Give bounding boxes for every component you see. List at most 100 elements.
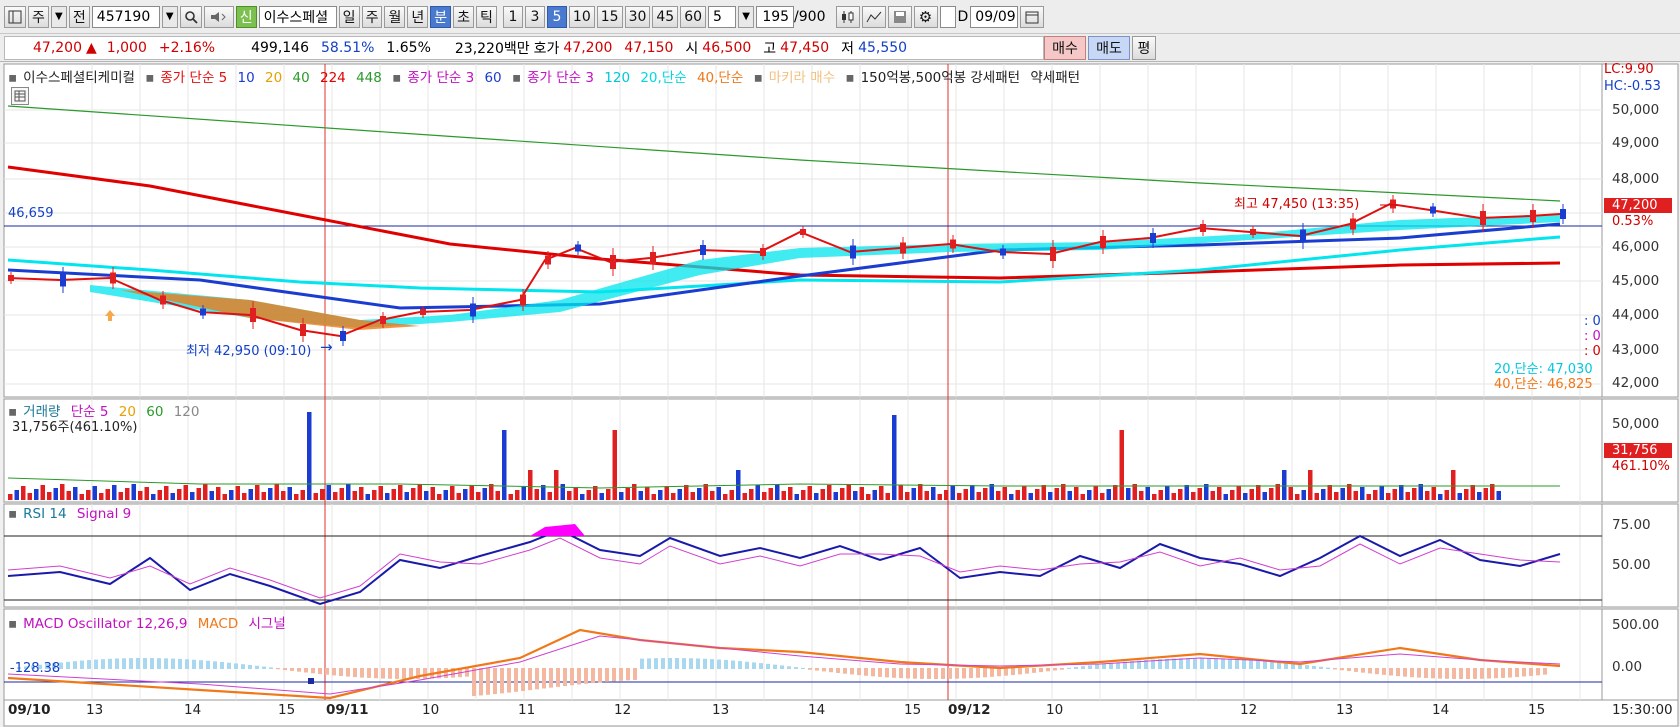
volume-bar bbox=[144, 487, 149, 500]
period-select[interactable]: 주 bbox=[28, 5, 49, 28]
grid-toggle-icon[interactable] bbox=[11, 87, 29, 105]
trade-amount: 23,220백만 bbox=[454, 40, 530, 57]
candle-body bbox=[900, 242, 906, 254]
calendar-icon[interactable] bbox=[1020, 5, 1045, 28]
line-chart-icon[interactable] bbox=[861, 5, 886, 28]
date-input[interactable]: 09/09 bbox=[970, 5, 1019, 28]
x-label: 12 bbox=[614, 702, 632, 718]
volume-bar bbox=[762, 492, 767, 500]
interval-input[interactable]: 5 bbox=[708, 5, 737, 28]
volume-bar bbox=[1126, 488, 1131, 500]
volume-bar bbox=[807, 486, 812, 500]
volume-bar bbox=[1464, 489, 1469, 500]
search-icon[interactable] bbox=[179, 5, 202, 28]
macd-bar bbox=[598, 668, 602, 683]
d-checkbox[interactable] bbox=[939, 5, 956, 28]
macd-bar bbox=[101, 659, 105, 669]
macd-bar bbox=[276, 668, 280, 670]
volume-bar bbox=[638, 491, 643, 500]
macd-bar bbox=[864, 668, 868, 676]
period-second[interactable]: 초 bbox=[453, 5, 475, 28]
volume-bar bbox=[209, 491, 214, 500]
macd-bar bbox=[1284, 662, 1288, 669]
period-month[interactable]: 월 bbox=[384, 5, 406, 28]
macd-bar bbox=[1466, 668, 1470, 679]
macd-bar bbox=[619, 668, 623, 681]
y-label: 44,000 bbox=[1612, 307, 1660, 323]
count-input[interactable]: 195 bbox=[756, 5, 795, 28]
macd-bar bbox=[1487, 668, 1491, 679]
macd-bar bbox=[1207, 658, 1211, 669]
even-button[interactable]: 평 bbox=[1132, 35, 1156, 60]
macd-bar bbox=[682, 658, 686, 669]
volume-bar bbox=[690, 492, 695, 500]
volume-bar bbox=[528, 470, 533, 500]
legend-ma120: 120 bbox=[604, 70, 631, 86]
candle-icon[interactable] bbox=[835, 5, 860, 28]
macd-bar bbox=[997, 668, 1001, 677]
prev-button[interactable]: 전 bbox=[68, 5, 90, 28]
interval-60[interactable]: 60 bbox=[680, 5, 707, 28]
chart-menu-icon[interactable] bbox=[4, 5, 26, 28]
volume-bar bbox=[1431, 487, 1436, 500]
macd-bar bbox=[192, 659, 196, 669]
chevron-down-icon[interactable]: ▼ bbox=[161, 5, 178, 28]
volume-ma60-line bbox=[7, 477, 1560, 489]
volume-bar bbox=[242, 493, 247, 500]
macd-bar bbox=[199, 660, 203, 669]
volume-bar bbox=[989, 484, 994, 500]
current-price-tag: 47,200 bbox=[1604, 198, 1672, 213]
macd-bar bbox=[801, 667, 805, 669]
period-week[interactable]: 주 bbox=[361, 5, 383, 28]
period-year[interactable]: 년 bbox=[407, 5, 429, 28]
volume-bar bbox=[1386, 493, 1391, 500]
period-day[interactable]: 일 bbox=[338, 5, 360, 28]
volume-bar bbox=[53, 488, 58, 500]
period-tick[interactable]: 틱 bbox=[476, 5, 497, 28]
interval-45[interactable]: 45 bbox=[652, 5, 679, 28]
interval-10[interactable]: 10 bbox=[568, 5, 595, 28]
macd-bar bbox=[1515, 668, 1519, 678]
stock-code-input[interactable]: 457190 bbox=[91, 5, 160, 28]
ma20-value-tag: 20,단순: 47,030 bbox=[1494, 362, 1593, 377]
volume-bar bbox=[60, 484, 65, 500]
macd-bar bbox=[955, 668, 959, 679]
candle-body bbox=[250, 308, 256, 322]
macd-bar bbox=[1375, 668, 1379, 675]
macd-bar bbox=[976, 668, 980, 678]
volume-bar bbox=[1412, 488, 1417, 500]
interval-3[interactable]: 3 bbox=[524, 5, 545, 28]
gear-icon[interactable]: ⚙ bbox=[913, 5, 938, 28]
buy-button[interactable]: 매수 bbox=[1044, 35, 1086, 60]
candle-body bbox=[650, 252, 656, 264]
stock-name[interactable]: 이수스페셜 bbox=[258, 5, 337, 28]
interval-30[interactable]: 30 bbox=[624, 5, 651, 28]
macd-bar bbox=[1263, 660, 1267, 669]
chart-canvas[interactable] bbox=[0, 62, 1680, 727]
quote-bar: 47,200 ▲ 1,000 +2.16% 499,146 58.51% 1.6… bbox=[0, 34, 1680, 62]
volume-bar bbox=[911, 488, 916, 500]
open-price: 46,500 bbox=[702, 39, 752, 56]
volume-bar bbox=[164, 486, 169, 500]
interval-5[interactable]: 5 bbox=[546, 5, 567, 28]
buy-signal-icon bbox=[105, 310, 115, 321]
volume-value: 499,146 bbox=[251, 39, 309, 56]
interval-1[interactable]: 1 bbox=[502, 5, 523, 28]
y-label: 45,000 bbox=[1612, 273, 1660, 289]
volume-bar bbox=[1087, 490, 1092, 500]
candle-body bbox=[1430, 206, 1436, 214]
chevron-down-icon[interactable]: ▼ bbox=[50, 5, 67, 28]
period-minute[interactable]: 분 bbox=[430, 5, 452, 28]
chart-area[interactable] bbox=[0, 62, 1680, 727]
volume-bar bbox=[599, 493, 604, 500]
legend-macd-osc: MACD Oscillator 12,26,9 bbox=[23, 616, 188, 632]
save-icon[interactable] bbox=[887, 5, 912, 28]
macd-signal-line bbox=[7, 635, 1561, 695]
volume-bar bbox=[131, 484, 136, 500]
chevron-down-icon[interactable]: ▼ bbox=[738, 5, 755, 28]
speaker-icon[interactable] bbox=[203, 5, 234, 28]
macd-bar bbox=[962, 668, 966, 679]
sell-button[interactable]: 매도 bbox=[1088, 35, 1130, 60]
volume-bar bbox=[14, 490, 19, 500]
interval-15[interactable]: 15 bbox=[596, 5, 623, 28]
